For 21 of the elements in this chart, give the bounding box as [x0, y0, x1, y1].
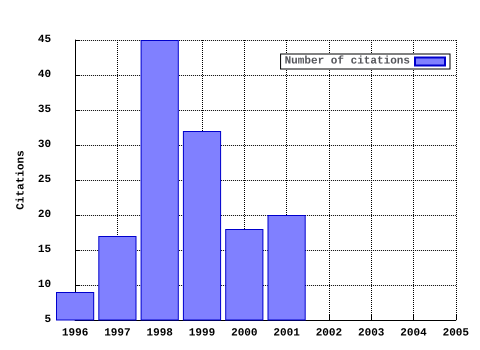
- x-tick-label: 2000: [231, 328, 258, 340]
- x-tick-label: 1997: [104, 328, 131, 340]
- x-tick-label: 1998: [146, 328, 174, 340]
- y-tick-label: 20: [38, 209, 52, 221]
- y-tick-label: 40: [38, 69, 52, 81]
- x-tick-label: 1996: [62, 328, 88, 340]
- x-tick-label: 2003: [358, 328, 385, 340]
- y-tick-label: 30: [38, 139, 52, 151]
- y-tick-label: 10: [38, 279, 52, 291]
- x-tick-label: 2001: [273, 328, 300, 340]
- y-tick-label: 15: [38, 244, 52, 256]
- x-tick-label: 2004: [400, 328, 428, 340]
- y-tick-label: 25: [38, 174, 52, 186]
- y-axis-title: Citations: [16, 150, 28, 210]
- x-tick-label: 2005: [442, 328, 470, 340]
- x-tick-label: 1999: [188, 328, 216, 340]
- y-tick-label: 45: [38, 34, 52, 46]
- legend-label: Number of citations: [284, 54, 410, 68]
- y-tick-label: 5: [44, 314, 52, 326]
- x-tick-label: 2002: [316, 328, 342, 340]
- y-tick-label: 35: [38, 104, 52, 116]
